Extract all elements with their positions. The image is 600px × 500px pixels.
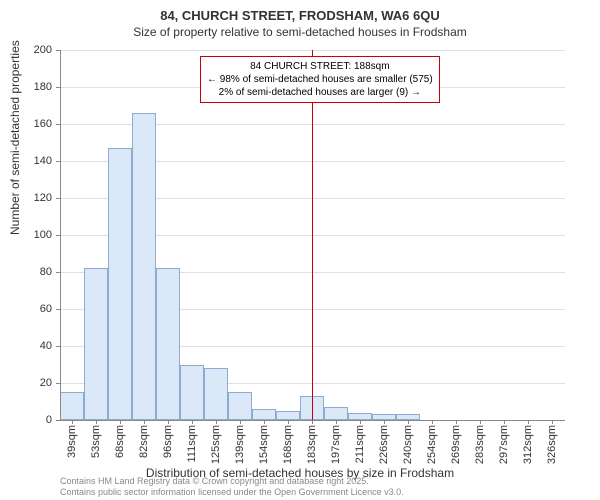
x-tick-mark <box>72 420 73 424</box>
y-tick-mark <box>56 235 60 236</box>
x-tick-mark <box>336 420 337 424</box>
x-tick-label: 53sqm <box>90 425 102 458</box>
x-tick-mark <box>120 420 121 424</box>
x-tick-mark <box>384 420 385 424</box>
y-tick-label: 120 <box>22 192 52 204</box>
chart-subtitle: Size of property relative to semi-detach… <box>0 25 600 39</box>
annotation-line: ← 98% of semi-detached houses are smalle… <box>207 73 433 86</box>
x-tick-label: 283sqm <box>474 425 486 464</box>
x-tick-label: 254sqm <box>426 425 438 464</box>
x-tick-mark <box>168 420 169 424</box>
annotation-line: 84 CHURCH STREET: 188sqm <box>207 60 433 73</box>
histogram-bar <box>204 368 228 420</box>
x-tick-label: 326sqm <box>546 425 558 464</box>
x-tick-label: 154sqm <box>258 425 270 464</box>
y-tick-mark <box>56 309 60 310</box>
x-tick-mark <box>504 420 505 424</box>
x-tick-mark <box>456 420 457 424</box>
x-tick-label: 312sqm <box>522 425 534 464</box>
histogram-bar <box>60 392 84 420</box>
footer-line-1: Contains HM Land Registry data © Crown c… <box>60 476 404 487</box>
y-tick-mark <box>56 420 60 421</box>
x-tick-mark <box>144 420 145 424</box>
annotation-box: 84 CHURCH STREET: 188sqm← 98% of semi-de… <box>200 56 440 103</box>
x-tick-mark <box>360 420 361 424</box>
y-tick-label: 200 <box>22 44 52 56</box>
y-tick-mark <box>56 383 60 384</box>
x-tick-mark <box>552 420 553 424</box>
x-tick-label: 168sqm <box>282 425 294 464</box>
y-tick-mark <box>56 346 60 347</box>
x-tick-mark <box>432 420 433 424</box>
x-tick-label: 183sqm <box>306 425 318 464</box>
x-tick-mark <box>96 420 97 424</box>
y-axis-label: Number of semi-detached properties <box>8 40 22 235</box>
y-tick-label: 0 <box>22 414 52 426</box>
x-tick-label: 39sqm <box>66 425 78 458</box>
reference-line <box>312 50 313 420</box>
x-tick-label: 240sqm <box>402 425 414 464</box>
histogram-bar <box>132 113 156 420</box>
histogram-bar <box>228 392 252 420</box>
x-tick-label: 139sqm <box>234 425 246 464</box>
y-tick-mark <box>56 161 60 162</box>
histogram-bar <box>108 148 132 420</box>
y-tick-mark <box>56 198 60 199</box>
y-tick-mark <box>56 50 60 51</box>
chart-title: 84, CHURCH STREET, FRODSHAM, WA6 6QU <box>0 0 600 23</box>
x-tick-label: 211sqm <box>354 425 366 463</box>
y-tick-label: 60 <box>22 303 52 315</box>
x-tick-mark <box>312 420 313 424</box>
histogram-bar <box>276 411 300 420</box>
y-tick-label: 40 <box>22 340 52 352</box>
x-tick-label: 68sqm <box>114 425 126 458</box>
annotation-line: 2% of semi-detached houses are larger (9… <box>207 86 433 99</box>
x-tick-mark <box>192 420 193 424</box>
x-tick-mark <box>408 420 409 424</box>
x-tick-label: 197sqm <box>330 425 342 464</box>
y-tick-label: 160 <box>22 118 52 130</box>
x-tick-label: 297sqm <box>498 425 510 464</box>
y-axis-line <box>60 50 61 420</box>
x-tick-mark <box>240 420 241 424</box>
chart-footer: Contains HM Land Registry data © Crown c… <box>60 476 404 498</box>
y-tick-mark <box>56 272 60 273</box>
histogram-bar <box>252 409 276 420</box>
x-tick-label: 269sqm <box>450 425 462 464</box>
plot-area: 84 CHURCH STREET: 188sqm← 98% of semi-de… <box>60 50 565 420</box>
x-tick-mark <box>528 420 529 424</box>
x-tick-mark <box>264 420 265 424</box>
y-tick-label: 180 <box>22 81 52 93</box>
x-tick-label: 226sqm <box>378 425 390 464</box>
x-tick-label: 125sqm <box>210 425 222 464</box>
x-tick-mark <box>480 420 481 424</box>
x-tick-label: 111sqm <box>186 425 198 463</box>
x-tick-mark <box>288 420 289 424</box>
y-tick-mark <box>56 87 60 88</box>
x-tick-mark <box>216 420 217 424</box>
histogram-bar <box>180 365 204 421</box>
y-tick-mark <box>56 124 60 125</box>
y-tick-label: 80 <box>22 266 52 278</box>
y-tick-label: 20 <box>22 377 52 389</box>
histogram-bar <box>156 268 180 420</box>
histogram-bar <box>324 407 348 420</box>
histogram-bar <box>84 268 108 420</box>
y-tick-label: 140 <box>22 155 52 167</box>
x-tick-label: 82sqm <box>138 425 150 458</box>
histogram-bar <box>348 413 372 420</box>
y-tick-label: 100 <box>22 229 52 241</box>
chart-container: 84, CHURCH STREET, FRODSHAM, WA6 6QU Siz… <box>0 0 600 500</box>
footer-line-2: Contains public sector information licen… <box>60 487 404 498</box>
x-tick-label: 96sqm <box>162 425 174 458</box>
